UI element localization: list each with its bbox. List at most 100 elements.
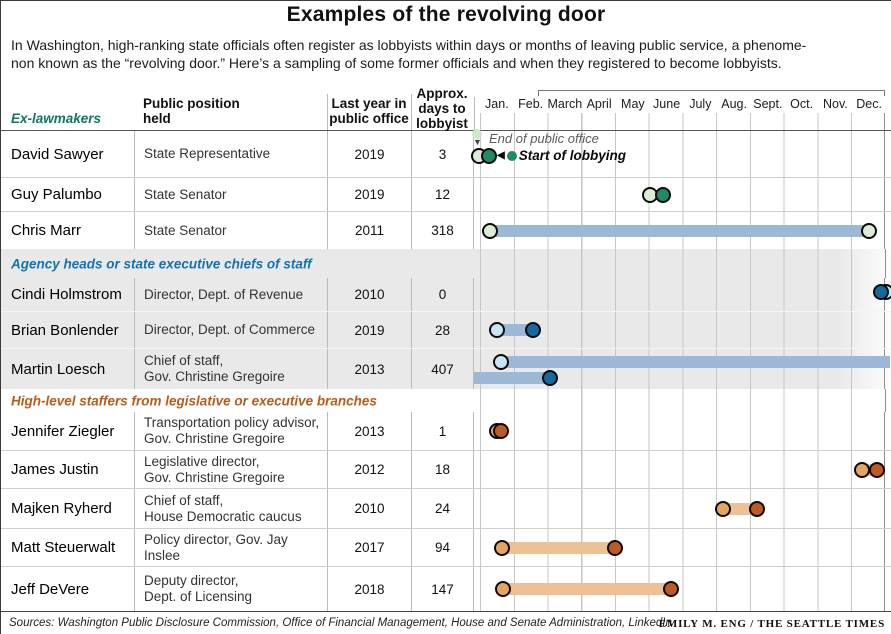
days-value: 24 xyxy=(411,489,474,528)
position-held: Director, Dept. of Commerce xyxy=(134,312,327,348)
official-name: Jeff DeVere xyxy=(11,580,90,598)
month-label: Nov. xyxy=(822,97,848,111)
table-row: Jennifer Ziegler Transportation policy a… xyxy=(1,412,891,451)
official-name: Martin Loesch xyxy=(11,360,106,378)
month-label: Dec. xyxy=(856,97,882,111)
end-of-office-dot xyxy=(493,539,510,556)
table-row: Martin Loesch Chief of staff, Gov. Chris… xyxy=(1,349,891,389)
footer: Sources: Washington Public Disclosure Co… xyxy=(1,611,891,634)
section-header-staffers: High-level staffers from legislative or … xyxy=(1,389,891,412)
position-held: Policy director, Gov. Jay Inslee xyxy=(134,529,327,566)
timeline-track xyxy=(480,412,885,450)
section-label-ex-lawmakers: Ex-lawmakers xyxy=(11,111,102,126)
table-row: Chris Marr State Senator 2011 318 xyxy=(1,212,891,249)
month-label: Aug. xyxy=(721,97,747,111)
last-year-value: 2019 xyxy=(327,312,411,348)
table-row: Matt Steuerwalt Policy director, Gov. Ja… xyxy=(1,529,891,567)
column-divider xyxy=(411,94,412,130)
source-line: Sources: Washington Public Disclosure Co… xyxy=(9,617,672,629)
legend-down-arrow-icon: ▼ xyxy=(473,137,482,147)
end-of-office-dot xyxy=(482,222,499,239)
page-title: Examples of the revolving door xyxy=(286,3,606,26)
timeline-header: Jan. Feb. March April May June July Aug. Sept. Oc… xyxy=(480,89,885,130)
intro-line-1: In Washington, high-ranking state offici… xyxy=(11,37,807,53)
section-label-staffers: High-level staffers from legislative or … xyxy=(11,393,377,408)
last-year-value: 2010 xyxy=(327,278,411,311)
start-of-lobbying-dot xyxy=(480,148,497,164)
official-name: Guy Palumbo xyxy=(11,186,102,203)
timeline-bar xyxy=(496,324,533,336)
position-held: Director, Dept. of Revenue xyxy=(134,278,327,311)
timeline-bar xyxy=(723,502,758,515)
start-of-lobbying-dot xyxy=(749,500,766,517)
official-name: Majken Ryherd xyxy=(11,500,112,517)
month-label: May xyxy=(621,97,645,111)
start-of-lobbying-dot xyxy=(861,222,878,239)
column-divider xyxy=(474,97,475,130)
position-held: Deputy director, Dept. of Licensing xyxy=(134,567,327,611)
end-of-office-dot xyxy=(488,322,505,338)
end-of-office-dot xyxy=(854,461,871,478)
position-held: Transportation policy advisor, Gov. Chri… xyxy=(134,412,327,450)
section-label-agency-heads: Agency heads or state executive chiefs o… xyxy=(11,256,312,271)
days-value: 12 xyxy=(411,178,474,211)
legend-left-arrow-icon: ◀ xyxy=(497,150,505,161)
timeline-track: ▼ End of public office ◀ Start of lobbyi… xyxy=(471,129,885,177)
table-row: Cindi Holmstrom Director, Dept. of Reven… xyxy=(1,278,891,312)
column-header-position: Public position held xyxy=(143,96,240,126)
position-held: Chief of staff, House Democratic caucus xyxy=(134,489,327,528)
month-label: June xyxy=(653,97,681,111)
last-year-value: 2012 xyxy=(327,451,411,488)
intro-text: In Washington, high-ranking state offici… xyxy=(11,36,883,72)
start-of-lobbying-dot xyxy=(524,322,541,338)
last-year-value: 2010 xyxy=(327,489,411,528)
timeline-track xyxy=(480,567,885,611)
end-of-office-dot xyxy=(715,500,732,517)
credit-line: EMILY M. ENG / THE SEATTLE TIMES xyxy=(658,618,885,630)
days-value: 147 xyxy=(411,567,474,611)
days-value: 318 xyxy=(411,212,474,249)
start-of-lobbying-dot xyxy=(663,581,680,597)
end-of-office-dot xyxy=(495,581,512,597)
timeline-track xyxy=(473,349,891,389)
table-row: Jeff DeVere Deputy director, Dept. of Li… xyxy=(1,567,891,611)
timeline-bar xyxy=(501,356,891,368)
official-name: Chris Marr xyxy=(11,222,81,239)
year-span-bracket xyxy=(538,90,885,96)
position-held: State Senator xyxy=(134,212,327,249)
table-row: Majken Ryherd Chief of staff, House Demo… xyxy=(1,489,891,529)
last-year-value: 2019 xyxy=(327,178,411,211)
days-value: 407 xyxy=(411,349,474,389)
last-year-value: 2013 xyxy=(327,349,411,389)
legend-start-label: Start of lobbying xyxy=(518,148,626,163)
legend-start: ◀ Start of lobbying xyxy=(497,148,626,163)
timeline-track xyxy=(480,451,886,488)
table-row: David Sawyer State Representative 2019 3… xyxy=(1,129,891,178)
timeline-bar xyxy=(473,372,550,384)
legend-end-label: End of public office xyxy=(489,131,599,146)
timeline-bar xyxy=(490,224,870,237)
timeline-track xyxy=(480,529,885,566)
timeline-bar xyxy=(501,541,615,554)
end-of-office-dot xyxy=(493,354,509,370)
start-of-lobbying-dot xyxy=(869,461,886,478)
month-label: Feb. xyxy=(518,97,544,111)
days-value: 94 xyxy=(411,529,474,566)
official-name: David Sawyer xyxy=(11,145,104,163)
timeline-track xyxy=(480,278,891,311)
position-held: State Representative xyxy=(134,131,327,177)
days-value: 3 xyxy=(411,131,474,177)
position-held: State Senator xyxy=(134,178,327,211)
days-value: 1 xyxy=(411,412,474,450)
official-name: Matt Steuerwalt xyxy=(11,539,116,556)
month-label: July xyxy=(689,97,712,111)
timeline-track xyxy=(480,312,885,348)
timeline-track xyxy=(480,489,885,528)
table-row: James Justin Legislative director, Gov. … xyxy=(1,451,891,489)
last-year-value: 2013 xyxy=(327,412,411,450)
official-name: Jennifer Ziegler xyxy=(11,422,115,440)
start-of-lobbying-dot xyxy=(541,370,558,386)
month-label: Oct. xyxy=(790,97,814,111)
start-of-lobbying-dot xyxy=(493,423,509,439)
